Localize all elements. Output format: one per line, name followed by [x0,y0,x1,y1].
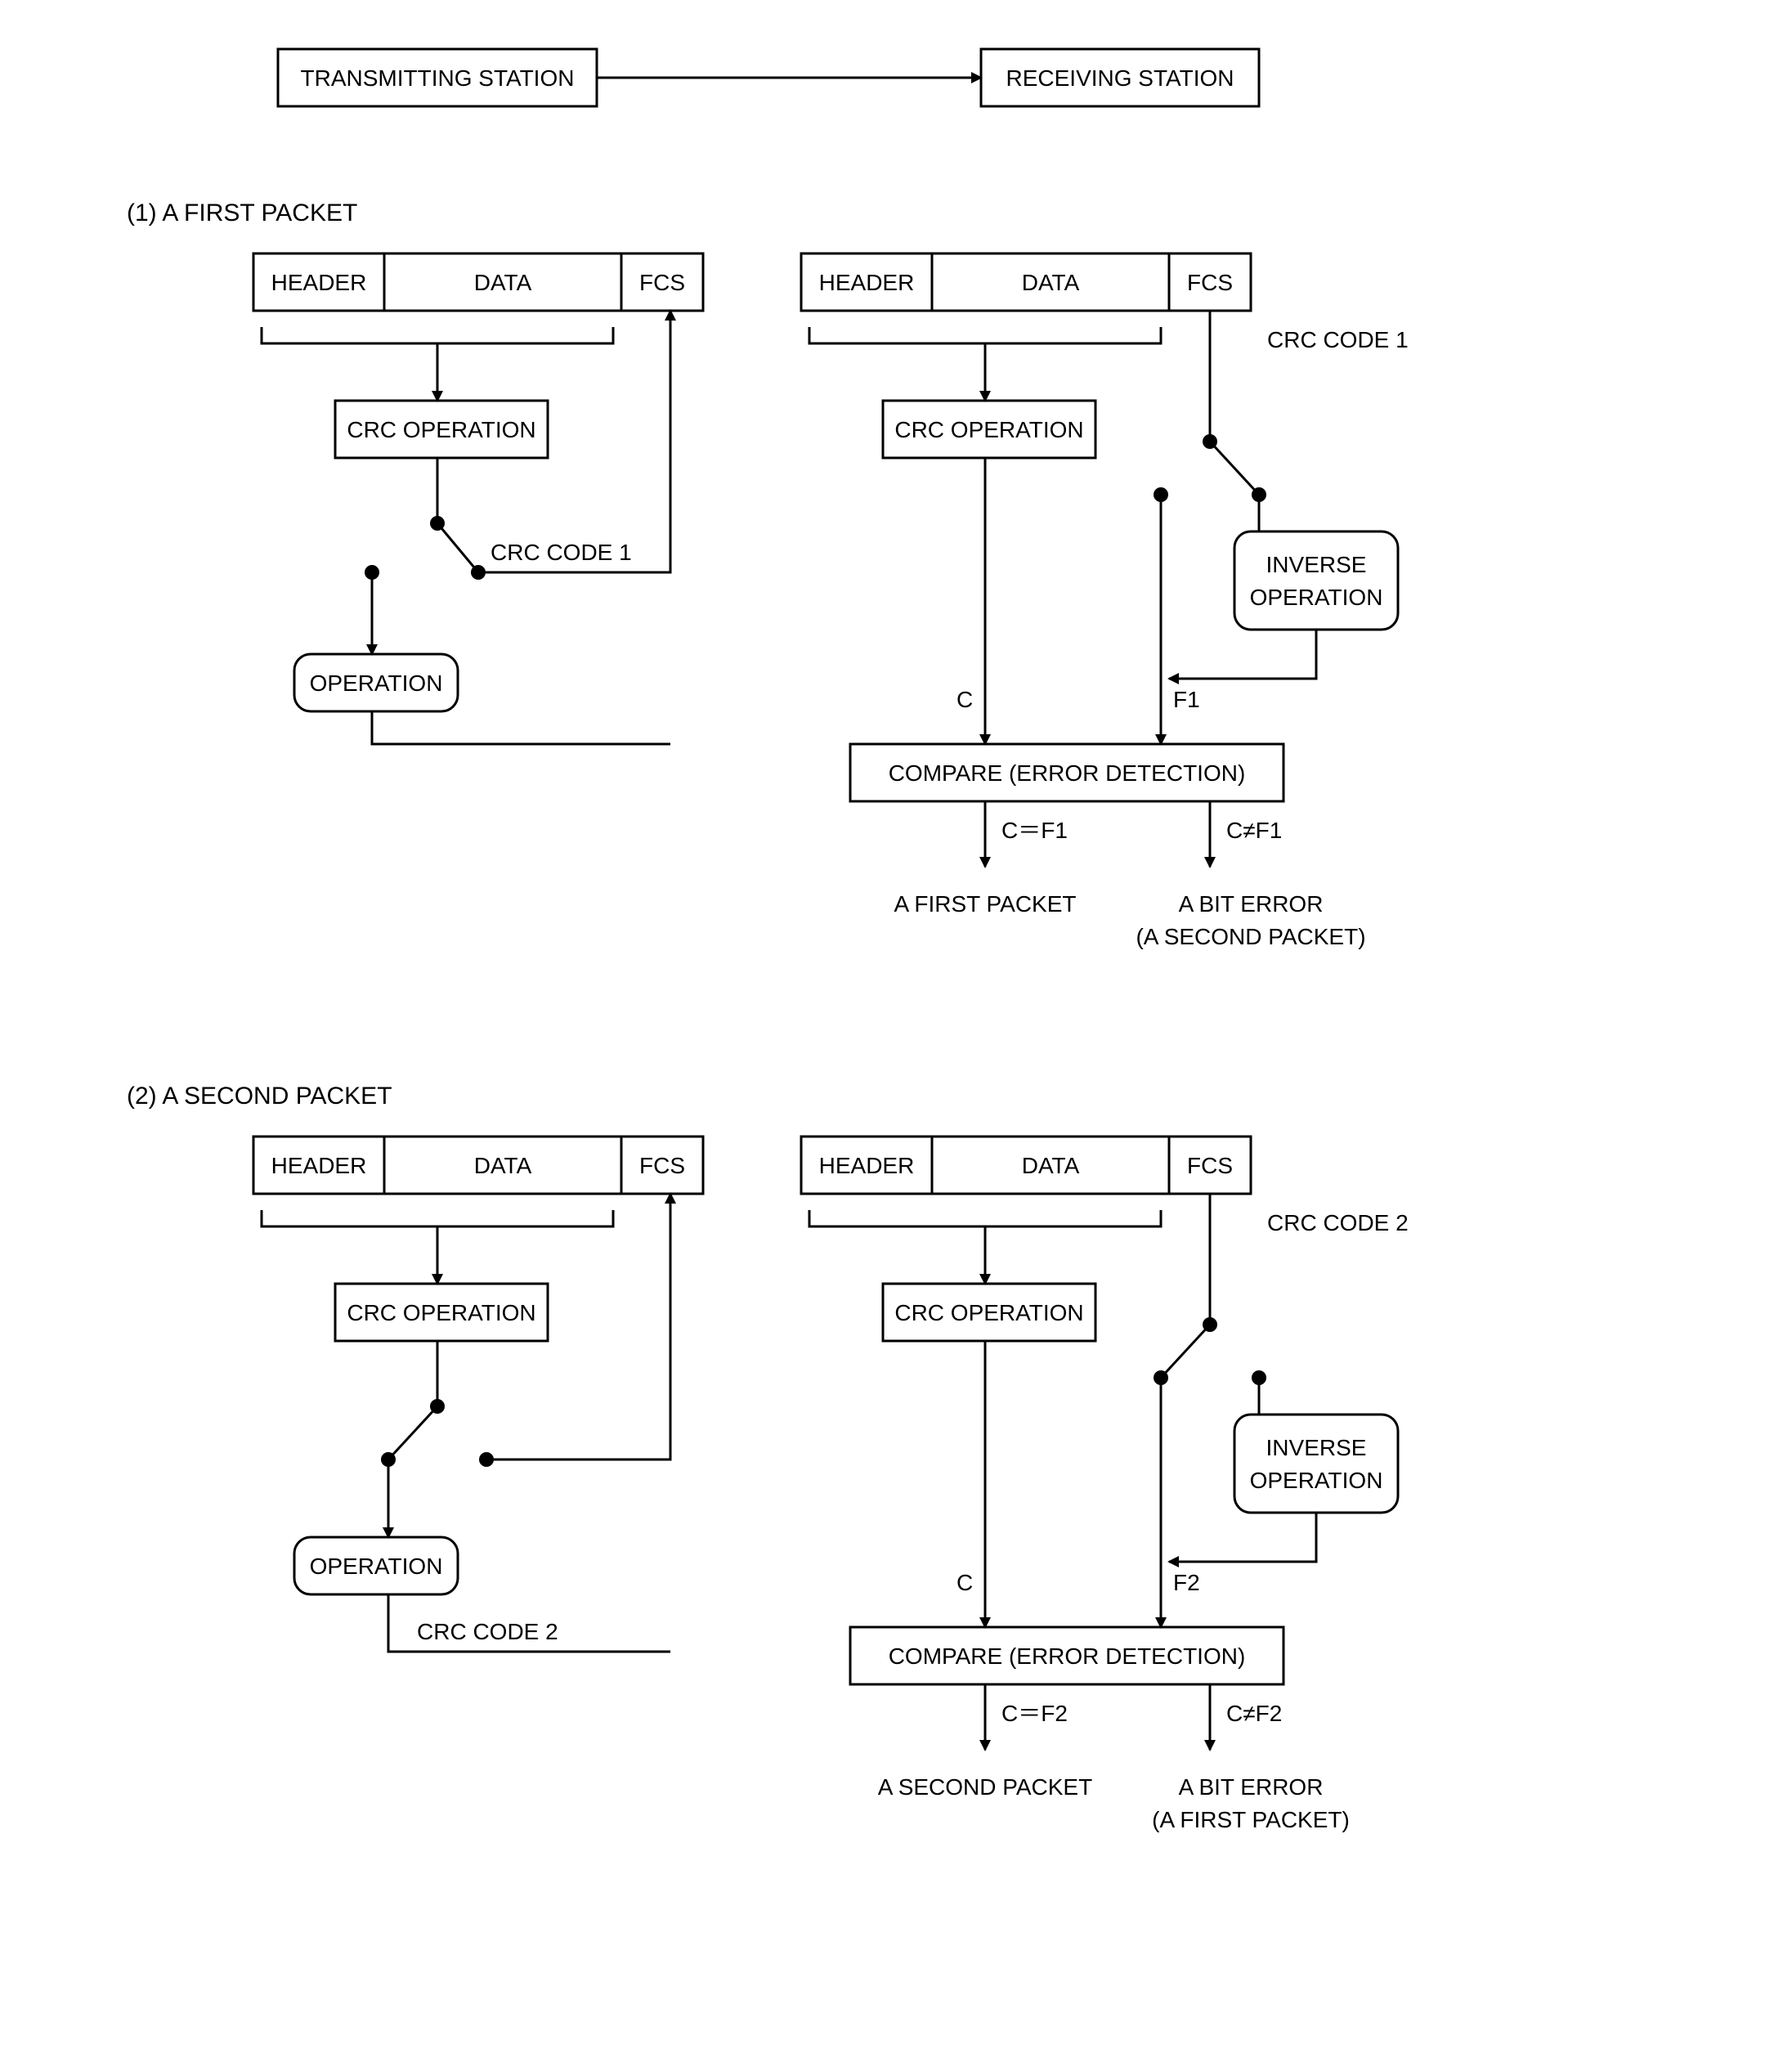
s1r-inv2: OPERATION [1250,585,1383,610]
section2-title: (2) A SECOND PACKET [127,1083,392,1110]
s1r-data: DATA [1022,270,1080,295]
section1-title: (1) A FIRST PACKET [127,200,357,226]
s2r-eq: C＝F2 [1001,1701,1068,1726]
s2l-op: OPERATION [310,1554,443,1579]
s1r-res-left: A FIRST PACKET [894,891,1076,917]
s2-left: HEADER DATA FCS CRC OPERATION OPERATION … [253,1137,703,1652]
s1r-c: C [956,687,973,712]
s2r-res-right2: (A FIRST PACKET) [1152,1807,1350,1832]
s1-left: HEADER DATA FCS CRC OPERATION CRC CODE 1… [253,253,703,744]
s1r-res-right2: (A SECOND PACKET) [1136,924,1365,949]
s1r-crccode: CRC CODE 1 [1267,327,1409,352]
s1r-fcs: FCS [1187,270,1233,295]
s1r-compare: COMPARE (ERROR DETECTION) [889,760,1246,786]
s1r-header: HEADER [819,270,915,295]
s1r-neq: C≠F1 [1226,818,1282,843]
s2l-crc: CRC OPERATION [347,1300,535,1325]
s1r-crc: CRC OPERATION [894,417,1083,442]
s2l-data: DATA [474,1153,532,1178]
s2r-fcs: FCS [1187,1153,1233,1178]
s2r-inv1: INVERSE [1266,1435,1367,1460]
s1l-data: DATA [474,270,532,295]
s2r-crc: CRC OPERATION [894,1300,1083,1325]
s2r-neq: C≠F2 [1226,1701,1282,1726]
s1l-crccode: CRC CODE 1 [491,540,632,565]
s2r-res-left: A SECOND PACKET [878,1774,1092,1800]
s2l-fcs: FCS [639,1153,685,1178]
transmitting-label: TRANSMITTING STATION [301,65,575,91]
s1r-eq: C＝F1 [1001,818,1068,843]
s2r-crccode: CRC CODE 2 [1267,1210,1409,1235]
s2l-header: HEADER [271,1153,367,1178]
s1l-op: OPERATION [310,670,443,696]
s2-right: HEADER DATA FCS CRC OPERATION C CRC CODE… [801,1137,1409,1832]
s1l-header: HEADER [271,270,367,295]
top-header: TRANSMITTING STATION RECEIVING STATION [278,49,1259,106]
receiving-label: RECEIVING STATION [1006,65,1234,91]
s2r-res-right1: A BIT ERROR [1179,1774,1324,1800]
s1r-inv1: INVERSE [1266,552,1367,577]
s2l-crccode: CRC CODE 2 [417,1619,558,1644]
s2r-compare: COMPARE (ERROR DETECTION) [889,1643,1246,1669]
s1l-fcs: FCS [639,270,685,295]
s2r-f: F2 [1173,1570,1200,1595]
s2r-header: HEADER [819,1153,915,1178]
s1l-crc: CRC OPERATION [347,417,535,442]
s2r-inv2: OPERATION [1250,1468,1383,1493]
s2r-c: C [956,1570,973,1595]
s1r-res-right1: A BIT ERROR [1179,891,1324,917]
s1-right: HEADER DATA FCS CRC OPERATION C CRC CODE… [801,253,1409,949]
s1r-f: F1 [1173,687,1200,712]
s2r-data: DATA [1022,1153,1080,1178]
